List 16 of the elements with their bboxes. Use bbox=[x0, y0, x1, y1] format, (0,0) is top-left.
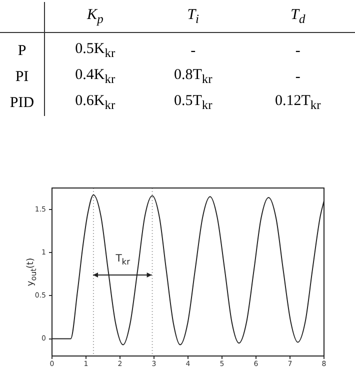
text: P bbox=[0, 32, 44, 64]
text: - bbox=[190, 42, 197, 60]
text: - bbox=[294, 42, 302, 60]
text: PID bbox=[0, 90, 44, 116]
text: 0.4K$_{kr}$ bbox=[74, 66, 116, 88]
text: 0.6K$_{kr}$ bbox=[74, 92, 116, 114]
text: K$_{p}$ bbox=[86, 6, 104, 28]
text: 0.5K$_{kr}$ bbox=[74, 40, 116, 62]
text: T$_{i}$ bbox=[186, 6, 200, 28]
text: T$_{d}$ bbox=[290, 6, 306, 28]
text: PI bbox=[0, 64, 44, 90]
text: - bbox=[294, 68, 302, 86]
annotation: T$_{kr}$ bbox=[116, 254, 130, 267]
text: 0.12T$_{kr}$ bbox=[274, 92, 322, 114]
text: 0.8T$_{kr}$ bbox=[172, 66, 214, 88]
text: 0.5T$_{kr}$ bbox=[172, 92, 214, 114]
